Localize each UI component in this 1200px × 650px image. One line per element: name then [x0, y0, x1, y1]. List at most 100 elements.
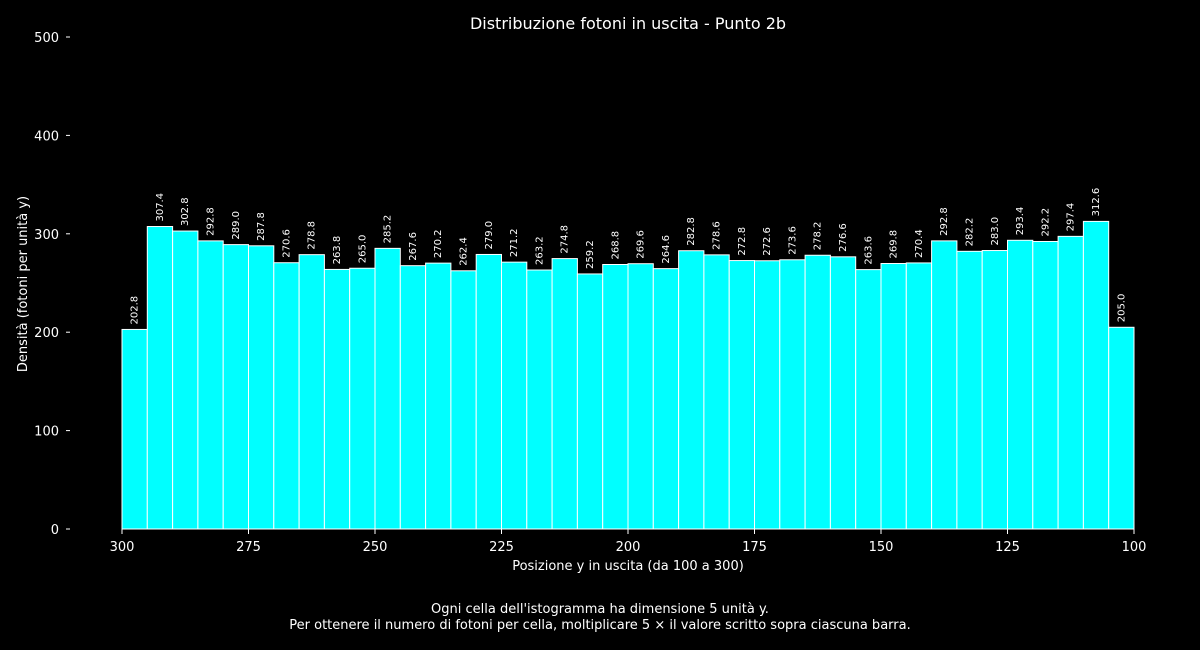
- histogram-bar: [678, 250, 705, 530]
- bar-value-label: 274.8: [560, 225, 571, 254]
- bar-value-label: 293.4: [1015, 207, 1026, 236]
- histogram-bar: [602, 264, 629, 530]
- histogram-bar: [248, 245, 275, 530]
- histogram-bar: [829, 256, 857, 530]
- x-tick-label: 225: [489, 540, 514, 555]
- x-axis: 300 275 250 225 200 175 150 125 100: [110, 529, 1147, 555]
- bar-value-label: 278.8: [307, 221, 318, 250]
- x-tick-label: 100: [1122, 540, 1147, 555]
- histogram-bar: [652, 268, 680, 530]
- y-tick-label: 500: [34, 31, 59, 46]
- bar-value-label: 297.4: [1066, 203, 1077, 232]
- histogram-bar: [1032, 240, 1059, 530]
- bar-value-label: 292.2: [1040, 208, 1051, 237]
- bar-value-label: 202.8: [130, 296, 141, 325]
- bar-value-label: 276.6: [838, 223, 849, 252]
- histogram-bar: [273, 262, 300, 530]
- footnote-line-1: Ogni cella dell'istogramma ha dimensione…: [431, 602, 769, 617]
- histogram-bar: [1007, 239, 1034, 530]
- y-tick-label: 200: [34, 326, 59, 341]
- histogram-bar: [1082, 220, 1110, 530]
- histogram-bar: [475, 253, 503, 530]
- bar-value-label: 302.8: [180, 197, 191, 226]
- histogram-bar: [551, 258, 578, 530]
- bar-value-label: 263.8: [332, 236, 343, 265]
- bar-value-label: 278.6: [712, 221, 723, 250]
- histogram-bar: [754, 260, 781, 530]
- bar-value-label: 265.0: [357, 235, 368, 264]
- bar-value-label: 269.8: [889, 230, 900, 259]
- bar-value-label: 259.2: [585, 240, 596, 269]
- x-tick-label: 250: [363, 540, 388, 555]
- x-tick-label: 275: [236, 540, 261, 555]
- y-axis-label: Densità (fotoni per unità y): [16, 196, 31, 372]
- histogram-bar: [576, 273, 604, 530]
- bar-value-label: 278.2: [813, 222, 824, 251]
- bar-value-label: 279.0: [484, 221, 495, 250]
- bar-value-label: 292.8: [939, 207, 950, 236]
- histogram-bar: [526, 269, 553, 530]
- bar-labels-group: 202.8 307.4 302.8 292.8 289.0 287.8 270.6 278.8…: [130, 188, 1128, 325]
- bar-value-label: 269.6: [636, 230, 647, 259]
- histogram-bar: [1057, 235, 1084, 530]
- histogram-bar: [146, 226, 174, 530]
- chart-title: Distribuzione fotoni in uscita - Punto 2…: [470, 14, 786, 33]
- y-tick-label: 100: [34, 425, 59, 440]
- histogram-bar: [880, 263, 907, 530]
- histogram-bar: [956, 250, 983, 530]
- bar-value-label: 312.6: [1091, 188, 1102, 217]
- bar-value-label: 268.8: [610, 231, 621, 260]
- histogram-bar: [450, 270, 477, 530]
- histogram-bar: [399, 265, 427, 530]
- bar-value-label: 205.0: [1116, 294, 1127, 323]
- y-tick-label: 300: [34, 228, 59, 243]
- bar-value-label: 287.8: [256, 212, 267, 241]
- bar-value-label: 262.4: [459, 237, 470, 266]
- bar-value-label: 273.6: [787, 226, 798, 255]
- y-tick-label: 400: [34, 129, 59, 144]
- x-tick-label: 150: [869, 540, 894, 555]
- bar-value-label: 263.2: [534, 236, 545, 265]
- x-tick-label: 300: [110, 540, 135, 555]
- bar-value-label: 282.8: [686, 217, 697, 246]
- histogram-bar: [804, 254, 831, 530]
- histogram-bar: [374, 247, 401, 530]
- x-tick-label: 175: [742, 540, 767, 555]
- histogram-bar: [172, 230, 199, 530]
- histogram-bar: [905, 262, 933, 530]
- histogram-bar: [931, 240, 958, 530]
- bar-value-label: 285.2: [383, 215, 394, 244]
- bars-group: [121, 220, 1135, 530]
- bar-value-label: 283.0: [990, 217, 1001, 246]
- bar-value-label: 289.0: [231, 211, 242, 240]
- histogram-bar: [323, 268, 351, 530]
- histogram-bar: [703, 254, 730, 530]
- histogram-bar: [627, 263, 654, 530]
- bar-value-label: 263.6: [863, 236, 874, 265]
- bar-value-label: 270.2: [433, 229, 444, 258]
- histogram-bar: [728, 260, 756, 530]
- bar-value-label: 271.2: [509, 228, 520, 257]
- histogram-bar: [1108, 326, 1135, 530]
- histogram-bar: [779, 259, 806, 530]
- x-tick-label: 200: [616, 540, 641, 555]
- y-tick-label: 0: [51, 523, 59, 538]
- histogram-bar: [501, 261, 528, 530]
- histogram-bar: [222, 244, 249, 530]
- histogram-bar: [981, 250, 1009, 530]
- bar-value-label: 264.6: [661, 235, 672, 264]
- histogram-bar: [855, 269, 882, 530]
- x-axis-label: Posizione y in uscita (da 100 a 300): [512, 559, 744, 574]
- histogram-bar: [121, 328, 148, 530]
- histogram-bar: [349, 267, 376, 530]
- bar-value-label: 272.6: [762, 227, 773, 256]
- bar-value-label: 270.6: [281, 229, 292, 258]
- x-tick-label: 125: [995, 540, 1020, 555]
- bar-value-label: 270.4: [914, 229, 925, 258]
- histogram-bar: [197, 240, 224, 530]
- footnote-line-2: Per ottenere il numero di fotoni per cel…: [289, 618, 911, 633]
- bar-value-label: 272.8: [737, 227, 748, 256]
- histogram-bar: [298, 254, 325, 530]
- bar-value-label: 292.8: [206, 207, 217, 236]
